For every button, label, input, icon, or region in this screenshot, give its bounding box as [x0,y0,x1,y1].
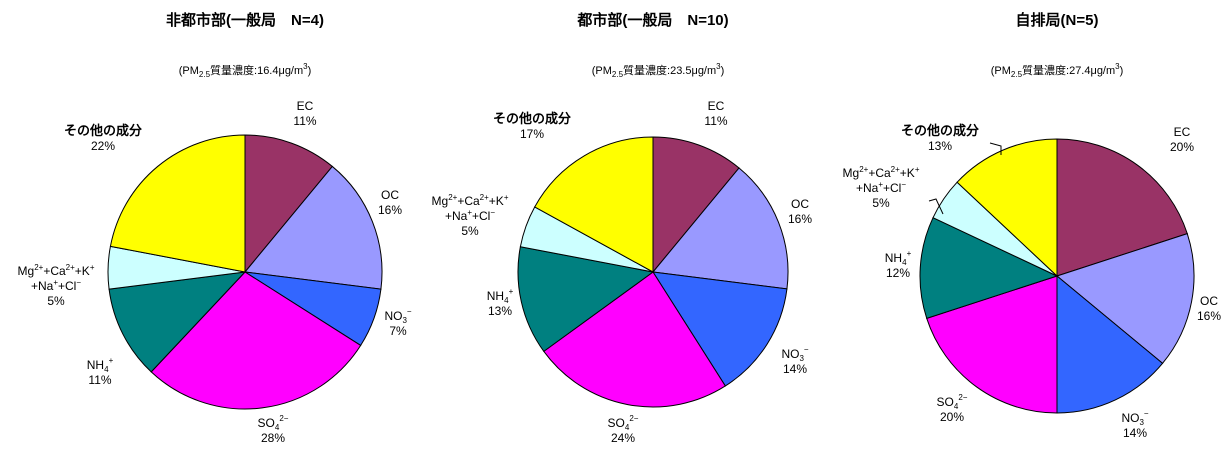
slice-label-other: その他の成分 [493,111,571,126]
pie-slice-other [956,138,1058,278]
slice-label-no3: NO3− [1121,409,1148,427]
slice-percent-ec: 20% [1170,140,1194,154]
slice-label-oc: OC [791,197,809,211]
chart-subtitle: (PM2.5質量濃度:23.5μg/m3) [592,62,725,79]
slice-percent-other: 22% [91,139,115,153]
slice-label-nh4: NH4+ [487,287,514,305]
slice-label-ec: EC [1174,125,1191,139]
slice-label-nh4: NH4+ [87,356,114,374]
pie-slice-no3 [1056,274,1164,414]
slice-percent-metals: 5% [47,294,65,308]
pie-slice-so4 [543,271,727,408]
slice-label-nh4: NH4+ [885,249,912,267]
slice-percent-no3: 7% [389,324,407,338]
pie-slice-so4 [926,275,1058,414]
chart-subtitle: (PM2.5質量濃度:27.4μg/m3) [991,62,1124,79]
slice-label-metals-line2: +Na++Cl− [856,180,906,195]
slice-percent-no3: 14% [1123,426,1147,440]
pie-chart-1: 非都市部(一般局 N=4)(PM2.5質量濃度:16.4μg/m3)EC11%O… [18,11,412,445]
slice-label-metals: Mg2++Ca2++K+ [432,193,509,208]
pie-chart-3: 自排局(N=5)(PM2.5質量濃度:27.4μg/m3)EC20%OC16%N… [843,11,1222,440]
pie-slice-ec [1056,138,1188,277]
slice-percent-other: 17% [520,127,544,141]
pie-slice-oc [1055,233,1195,365]
slice-label-so4: SO42− [258,414,289,432]
slice-label-other: その他の成分 [64,123,142,138]
slice-label-metals-line2: +Na++Cl− [31,278,81,293]
leader-line-other [989,142,1002,155]
slice-percent-nh4: 12% [886,266,910,280]
slice-percent-oc: 16% [788,212,812,226]
chart-title: 非都市部(一般局 N=4) [166,11,324,29]
slice-label-oc: OC [381,188,399,202]
chart-title: 自排局(N=5) [1016,11,1099,29]
slice-label-so4: SO42− [937,393,968,411]
slice-percent-nh4: 11% [88,373,111,387]
leader-line-metals [928,198,944,215]
pie-slice-nh4 [108,271,247,373]
slice-percent-oc: 16% [378,203,402,217]
pie-slice-so4 [150,271,362,410]
slice-percent-so4: 28% [261,431,285,445]
pie-slice-oc [244,165,383,290]
pie-slice-ec [244,134,334,274]
slice-label-no3: NO3− [384,307,411,325]
pie-slice-no3 [652,271,788,387]
slice-label-other: その他の成分 [901,123,979,138]
pie-slice-nh4 [919,217,1059,319]
slice-percent-nh4: 13% [488,304,512,318]
slice-label-oc: OC [1200,294,1218,308]
slice-percent-metals: 5% [872,196,890,210]
chart-title: 都市部(一般局 N=10) [576,11,728,29]
slice-percent-so4: 24% [611,431,635,445]
pie-slice-other [109,134,246,273]
slice-label-so4: SO42− [608,414,639,432]
slice-label-no3: NO3− [781,345,808,363]
pie-slice-other [534,136,654,273]
slice-label-ec: EC [297,99,314,113]
pie-slice-nh4 [517,246,655,353]
pie-slice-oc [652,167,789,290]
slice-label-metals: Mg2++Ca2++K+ [18,263,95,278]
slice-percent-other: 13% [928,139,952,153]
slice-label-metals: Mg2++Ca2++K+ [843,165,920,180]
slice-percent-oc: 16% [1197,309,1221,323]
chart-subtitle: (PM2.5質量濃度:16.4μg/m3) [179,62,312,79]
pie-slice-ec [652,136,740,274]
slice-label-metals-line2: +Na++Cl− [445,208,495,223]
slice-percent-so4: 20% [940,410,964,424]
slice-percent-ec: 11% [293,114,316,128]
slice-label-ec: EC [708,99,725,113]
slice-percent-ec: 11% [704,114,727,128]
slice-percent-no3: 14% [783,362,807,376]
slice-percent-metals: 5% [461,224,479,238]
